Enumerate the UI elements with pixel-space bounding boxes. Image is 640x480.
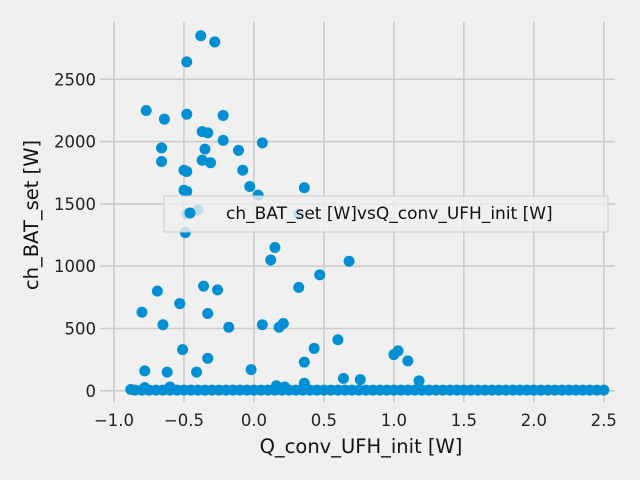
scatter-point [161, 366, 173, 378]
scatter-point [354, 374, 366, 386]
x-axis-label: Q_conv_UFH_init [W] [260, 435, 463, 458]
scatter-point [298, 182, 310, 194]
scatter-point [388, 349, 400, 361]
y-tick-label: 1500 [54, 195, 96, 214]
y-tick-label: 2000 [54, 133, 96, 152]
scatter-point [314, 269, 326, 281]
scatter-point [205, 157, 217, 169]
legend-box [163, 195, 609, 233]
scatter-point [199, 143, 211, 155]
scatter-point [202, 308, 214, 320]
scatter-point [217, 134, 229, 146]
legend: ch_BAT_set [W]vsQ_conv_UFH_init [W] [163, 195, 609, 233]
scatter-point [332, 334, 344, 346]
x-tick-labels: −1.0 −0.5 0.0 0.5 1.0 1.5 2.0 2.5 [94, 411, 617, 430]
scatter-point [202, 127, 214, 139]
scatter-point [223, 321, 235, 333]
scatter-point [151, 285, 163, 297]
y-axis-label: ch_BAT_set [W] [20, 140, 43, 290]
y-tick-label: 0 [86, 382, 97, 401]
scatter-point [402, 355, 414, 367]
scatter-point [273, 321, 285, 333]
data-points [125, 30, 610, 396]
scatter-point [245, 364, 257, 376]
scatter-point [269, 242, 281, 254]
scatter-point [265, 254, 277, 266]
scatter-point [156, 142, 168, 154]
scatter-point [202, 352, 214, 364]
scatter-point [195, 30, 207, 42]
scatter-point [217, 109, 229, 121]
scatter-point [237, 164, 249, 176]
scatter-point [413, 375, 425, 387]
scatter-point [338, 372, 350, 384]
scatter-point [181, 185, 193, 197]
scatter-point [298, 356, 310, 368]
x-tick-label: 2.5 [591, 411, 617, 430]
scatter-point [140, 104, 152, 116]
scatter-point [181, 166, 193, 178]
x-tick-label: 1.0 [381, 411, 407, 430]
legend-marker [184, 207, 196, 219]
scatter-point [256, 137, 268, 149]
scatter-point [181, 56, 193, 68]
y-tick-label: 2500 [54, 70, 96, 89]
scatter-point [174, 298, 186, 310]
x-tick-label: 0.5 [311, 411, 337, 430]
scatter-point [308, 342, 320, 354]
y-tick-labels: 0 500 1000 1500 2000 2500 [54, 70, 96, 400]
scatter-point [293, 281, 305, 293]
scatter-point [343, 255, 355, 267]
x-tick-label: 1.5 [451, 411, 477, 430]
legend-label: ch_BAT_set [W]vsQ_conv_UFH_init [W] [226, 204, 553, 224]
scatter-point [181, 108, 193, 120]
scatter-point [196, 154, 208, 166]
scatter-point [139, 365, 151, 377]
scatter-point [158, 113, 170, 125]
y-tick-label: 500 [65, 319, 97, 338]
scatter-point [256, 319, 268, 331]
scatter-point [136, 306, 148, 318]
scatter-point [244, 180, 256, 192]
x-tick-label: 0.0 [241, 411, 267, 430]
scatter-point [212, 284, 224, 296]
x-tick-label: −0.5 [164, 411, 204, 430]
scatter-point [209, 36, 221, 48]
scatter-point [157, 319, 169, 331]
scatter-point [598, 384, 610, 396]
x-tick-label: −1.0 [94, 411, 134, 430]
scatter-point [191, 366, 203, 378]
scatter-point [177, 344, 189, 356]
x-tick-label: 2.0 [521, 411, 547, 430]
y-tick-label: 1000 [54, 257, 96, 276]
scatter-point [198, 280, 210, 292]
scatter-point [156, 156, 168, 168]
scatter-point [233, 144, 245, 156]
